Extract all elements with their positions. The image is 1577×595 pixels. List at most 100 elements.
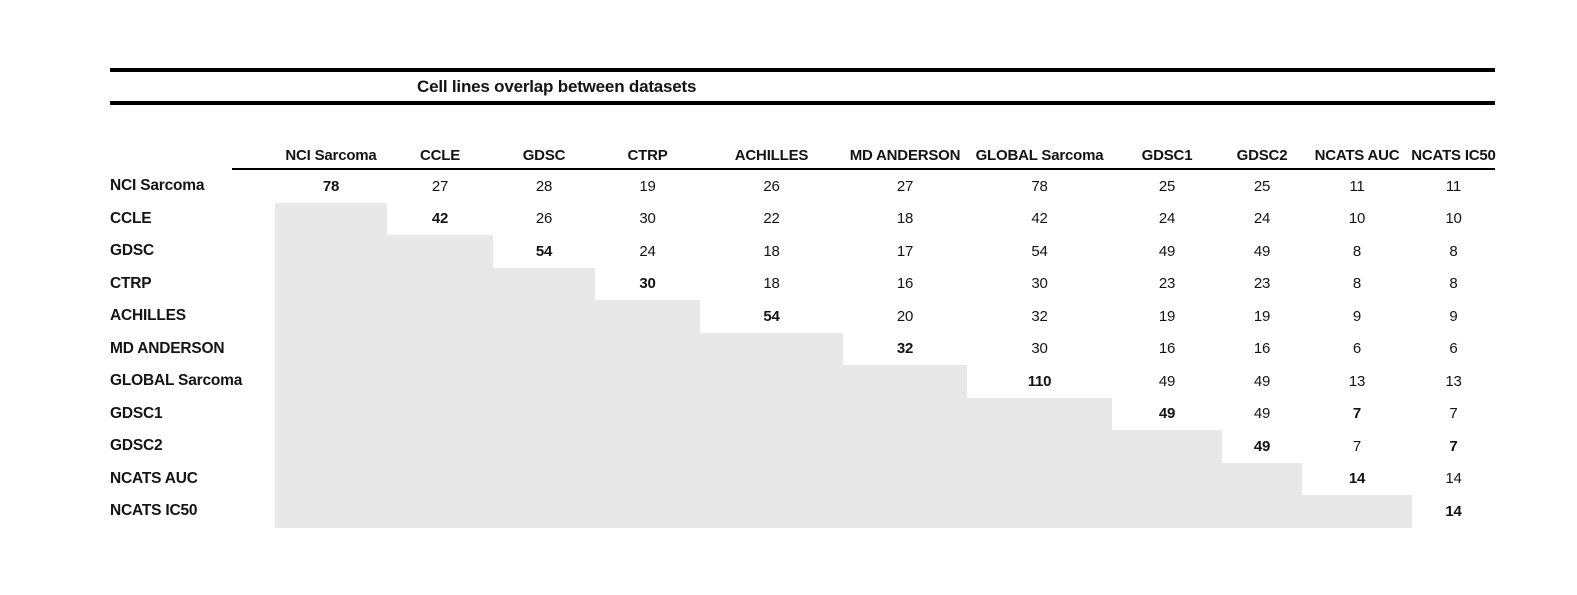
matrix-cell (493, 397, 595, 430)
matrix-cell: 42 (1031, 210, 1048, 228)
matrix-cell: 42 (431, 210, 449, 228)
matrix-cell: 7 (1449, 405, 1458, 423)
matrix-cell (387, 300, 493, 333)
matrix-cell (595, 397, 700, 430)
matrix-cell (967, 397, 1112, 430)
matrix-cell (493, 332, 595, 365)
matrix-cell: 30 (1031, 275, 1048, 293)
matrix-cell (1112, 495, 1222, 528)
row-label: GDSC2 (110, 437, 163, 455)
matrix-cell: 13 (1348, 372, 1366, 390)
matrix-cell: 7 (1352, 437, 1362, 455)
matrix-cell (387, 267, 493, 300)
row-label: CCLE (110, 209, 152, 227)
matrix-cell (387, 430, 493, 463)
matrix-cell: 25 (1158, 177, 1176, 195)
matrix-cell: 28 (535, 177, 553, 195)
column-header: NCATS IC50 (1411, 146, 1496, 164)
matrix-cell (275, 202, 387, 235)
matrix-cell: 30 (1031, 340, 1048, 358)
matrix-cell (700, 397, 843, 430)
row-label: CTRP (110, 274, 152, 292)
matrix-cell: 7 (1449, 437, 1458, 455)
matrix-cell (595, 332, 700, 365)
matrix-cell (595, 495, 700, 528)
matrix-cell: 27 (896, 177, 914, 195)
matrix-cell: 11 (1445, 177, 1462, 195)
matrix-cell: 14 (1348, 470, 1366, 488)
matrix-cell (595, 462, 700, 495)
matrix-cell: 49 (1158, 372, 1176, 390)
matrix-cell: 18 (763, 275, 780, 293)
corner-cell (110, 140, 275, 170)
matrix-cell (967, 430, 1112, 463)
column-header: CTRP (627, 146, 668, 164)
matrix-cell (275, 495, 387, 528)
matrix-cell: 11 (1349, 177, 1365, 195)
matrix-cell (843, 365, 967, 398)
matrix-cell (843, 397, 967, 430)
matrix-cell (387, 332, 493, 365)
matrix-cell: 10 (1445, 210, 1462, 228)
matrix-cell: 10 (1348, 210, 1366, 228)
matrix-cell: 49 (1158, 242, 1176, 260)
matrix-cell (700, 332, 843, 365)
matrix-cell: 32 (1031, 307, 1048, 325)
column-header: MD ANDERSON (849, 146, 961, 164)
row-label: NCI Sarcoma (110, 177, 205, 195)
column-header: NCI Sarcoma (285, 146, 377, 164)
matrix-cell (967, 462, 1112, 495)
row-label: NCATS IC50 (110, 502, 198, 520)
matrix-cell (275, 365, 387, 398)
matrix-cell (275, 267, 387, 300)
matrix-grid: NCI Sarcoma CCLE GDSC CTRP ACHILLES MD ANDERS… (110, 140, 1496, 528)
matrix-cell: 7 (1352, 405, 1362, 423)
matrix-cell: 13 (1445, 372, 1462, 390)
header-underline (232, 168, 1495, 170)
matrix-cell: 17 (896, 242, 914, 260)
matrix-cell: 23 (1158, 275, 1176, 293)
matrix-cell: 49 (1253, 405, 1271, 423)
matrix-cell (493, 365, 595, 398)
matrix-cell: 8 (1352, 242, 1362, 260)
matrix-cell: 30 (639, 210, 656, 228)
matrix-cell: 6 (1449, 340, 1458, 358)
matrix-cell: 78 (1031, 177, 1048, 195)
matrix-cell (387, 462, 493, 495)
matrix-cell (387, 365, 493, 398)
matrix-cell (1222, 462, 1302, 495)
matrix-cell: 24 (1253, 210, 1271, 228)
matrix-cell (843, 495, 967, 528)
matrix-cell: 19 (1253, 307, 1271, 325)
matrix-cell: 110 (1027, 372, 1052, 390)
matrix-cell: 14 (1445, 470, 1462, 488)
matrix-cell: 19 (639, 177, 656, 195)
figure-title: Cell lines overlap between datasets (417, 77, 697, 96)
matrix-cell (1222, 495, 1302, 528)
matrix-cell: 18 (896, 210, 914, 228)
column-header: CCLE (419, 146, 461, 164)
matrix-cell: 20 (896, 307, 914, 325)
column-header: NCATS AUC (1314, 146, 1400, 164)
matrix-cell: 54 (535, 242, 553, 260)
column-header: ACHILLES (734, 146, 809, 164)
matrix-cell (275, 430, 387, 463)
matrix-cell (700, 495, 843, 528)
matrix-cell: 23 (1253, 275, 1271, 293)
matrix-cell (387, 235, 493, 268)
matrix-cell (275, 235, 387, 268)
matrix-cell: 32 (896, 340, 914, 358)
column-header: GLOBAL Sarcoma (975, 146, 1104, 164)
matrix-cell (493, 430, 595, 463)
matrix-cell: 9 (1449, 307, 1458, 325)
row-label: ACHILLES (110, 307, 186, 325)
matrix-cell (493, 267, 595, 300)
matrix-cell (700, 365, 843, 398)
matrix-cell (967, 495, 1112, 528)
matrix-cell: 26 (535, 210, 553, 228)
matrix-cell: 8 (1352, 275, 1362, 293)
matrix-cell: 49 (1158, 405, 1176, 423)
matrix-cell: 24 (639, 242, 656, 260)
title-bottom-rule (110, 101, 1495, 105)
matrix-cell (275, 300, 387, 333)
